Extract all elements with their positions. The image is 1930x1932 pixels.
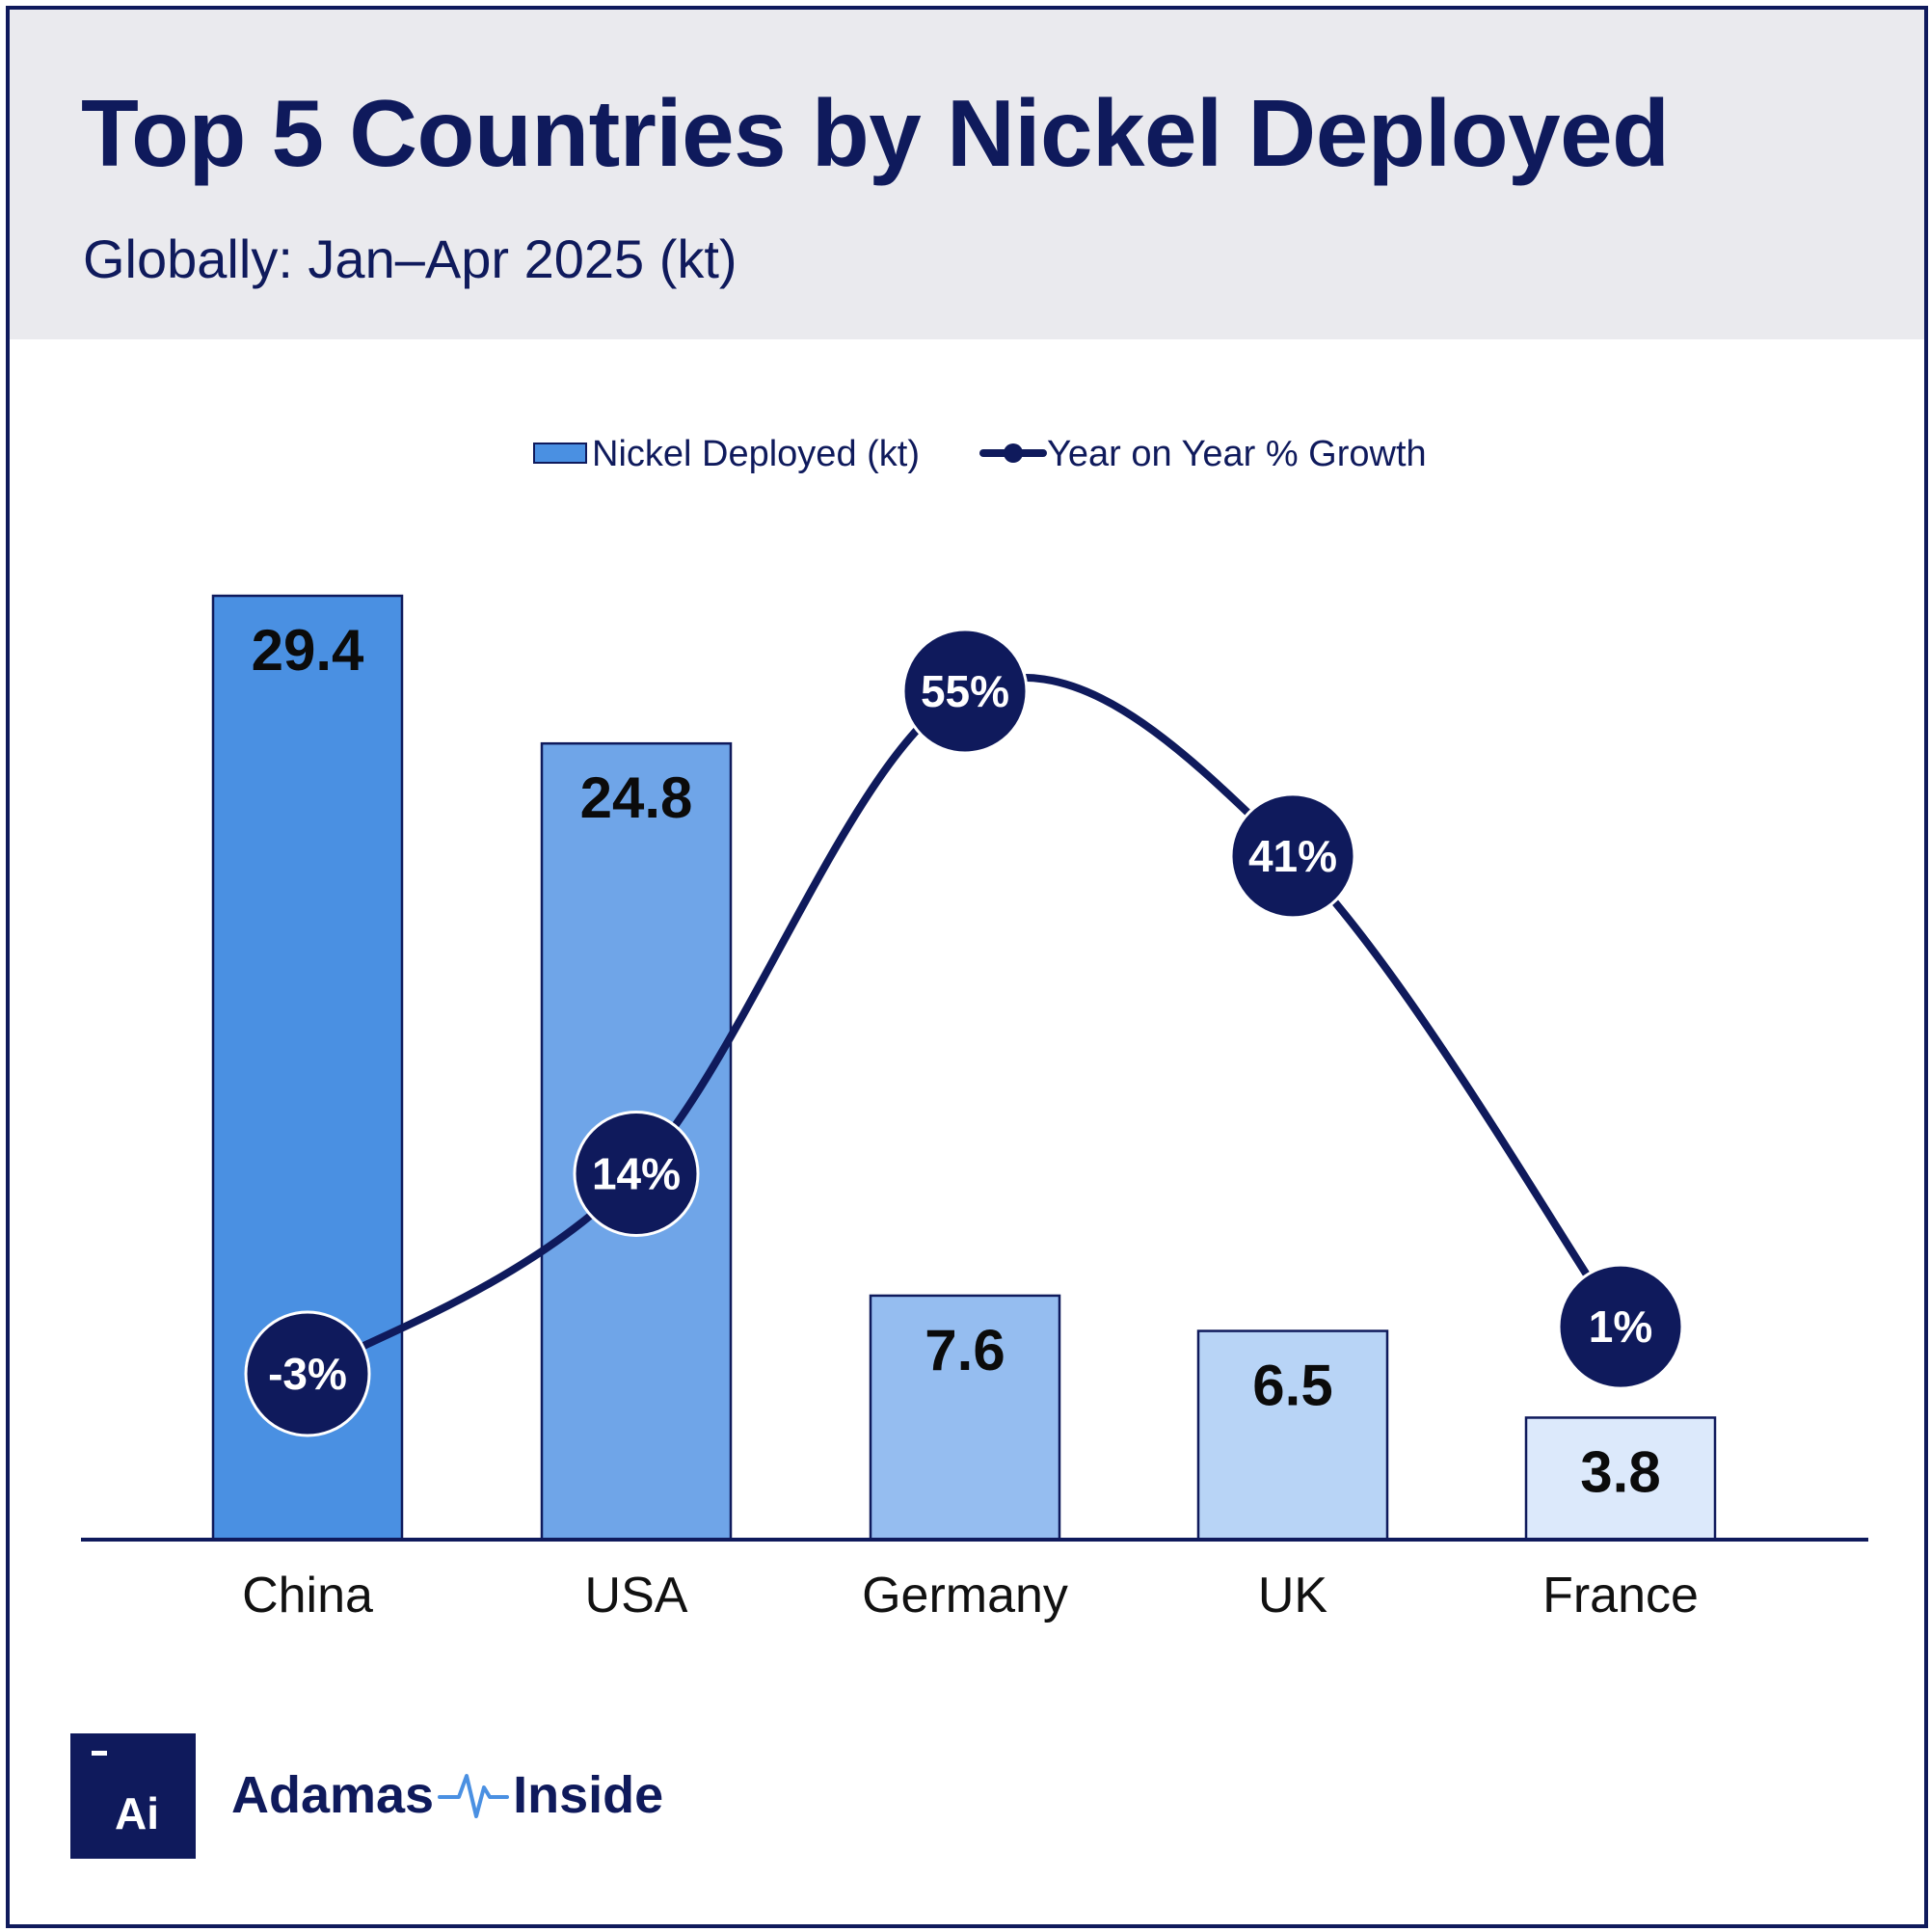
growth-value-label: 41% xyxy=(1248,831,1337,881)
bar-value-label: 24.8 xyxy=(580,765,693,830)
bar-value-label: 29.4 xyxy=(252,618,364,683)
growth-value-label: -3% xyxy=(268,1349,347,1399)
bar-uk xyxy=(1196,1329,1389,1542)
growth-value-label: 1% xyxy=(1589,1301,1652,1352)
growth-value-label: 55% xyxy=(921,666,1009,716)
bar-germany xyxy=(869,1294,1061,1542)
x-tick-label: USA xyxy=(585,1568,688,1623)
chart-subtitle: Globally: Jan–Apr 2025 (kt) xyxy=(83,228,737,289)
logo-mark-text: Ai xyxy=(115,1788,159,1838)
growth-marker xyxy=(573,1110,700,1237)
legend-swatch-marker xyxy=(1004,443,1023,463)
legend-label-bar: Nickel Deployed (kt) xyxy=(592,434,920,474)
legend-label-line: Year on Year % Growth xyxy=(1047,434,1427,474)
legend-swatch-bar xyxy=(533,443,587,464)
growth-marker xyxy=(1557,1263,1684,1390)
pulse-icon xyxy=(438,1774,510,1818)
bar-value-label: 3.8 xyxy=(1580,1439,1660,1504)
brand-wordmark: Adamas Inside xyxy=(231,1764,663,1826)
growth-marker xyxy=(901,628,1029,755)
x-tick-label: Germany xyxy=(862,1568,1068,1623)
bar-value-label: 7.6 xyxy=(925,1318,1005,1382)
bar-france xyxy=(1524,1416,1717,1542)
brand-name-left: Adamas xyxy=(231,1766,435,1824)
growth-marker xyxy=(244,1310,371,1437)
bar-value-label: 6.5 xyxy=(1252,1354,1332,1418)
growth-value-label: 14% xyxy=(592,1148,681,1198)
x-tick-label: France xyxy=(1542,1568,1699,1623)
logo-dash xyxy=(92,1751,107,1756)
growth-marker xyxy=(1229,792,1356,920)
x-tick-label: UK xyxy=(1258,1568,1328,1623)
adamas-logo-mark: Ai xyxy=(70,1733,196,1859)
brand-name-right: Inside xyxy=(513,1766,664,1824)
chart-title: Top 5 Countries by Nickel Deployed xyxy=(81,80,1670,186)
x-tick-label: China xyxy=(242,1568,373,1623)
header: Top 5 Countries by Nickel Deployed Globa… xyxy=(10,10,1924,339)
growth-line xyxy=(304,673,1624,1378)
